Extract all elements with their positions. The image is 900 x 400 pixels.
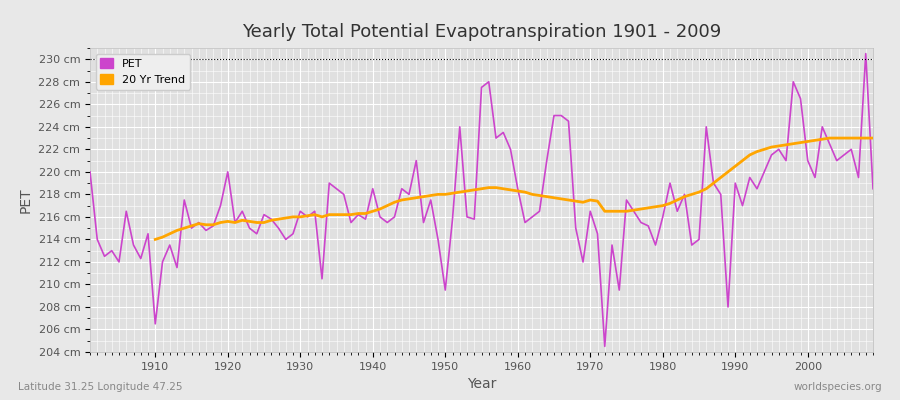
Legend: PET, 20 Yr Trend: PET, 20 Yr Trend <box>95 54 190 90</box>
Text: worldspecies.org: worldspecies.org <box>794 382 882 392</box>
Title: Yearly Total Potential Evapotranspiration 1901 - 2009: Yearly Total Potential Evapotranspiratio… <box>242 23 721 41</box>
X-axis label: Year: Year <box>467 377 496 391</box>
Text: Latitude 31.25 Longitude 47.25: Latitude 31.25 Longitude 47.25 <box>18 382 183 392</box>
Y-axis label: PET: PET <box>19 187 32 213</box>
